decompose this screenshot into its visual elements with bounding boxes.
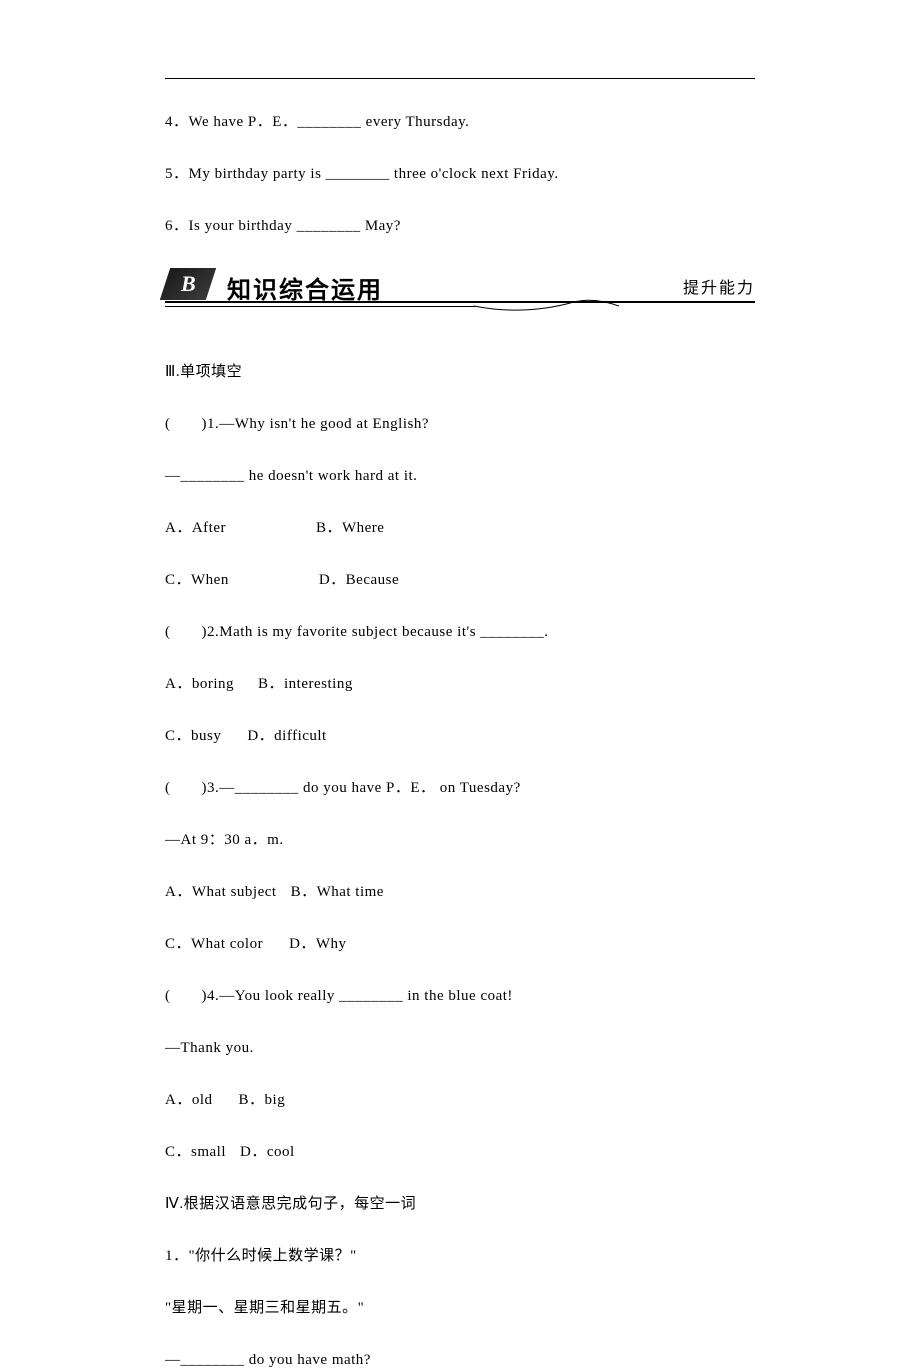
s3-q4-options-row1: A．old B．big	[165, 1088, 755, 1112]
s3-q1-cont: —________ he doesn't work hard at it.	[165, 464, 755, 488]
s3-q3-options-row2: C．What color D．Why	[165, 932, 755, 956]
s3-q4-cont: —Thank you.	[165, 1036, 755, 1060]
s3-q4-optD: D．cool	[240, 1144, 295, 1160]
s3-q2-stem: ( )2.Math is my favorite subject because…	[165, 620, 755, 644]
banner-title: 知识综合运用	[227, 270, 383, 305]
s3-q1-options-row2: C．When D．Because	[165, 568, 755, 592]
banner-line-thin	[165, 306, 475, 307]
s3-q1-optA: A．After	[165, 520, 226, 536]
s3-q1-stem: ( )1.—Why isn't he good at English?	[165, 412, 755, 436]
s3-q4-optA: A．old	[165, 1092, 213, 1108]
banner-curve-icon	[474, 298, 619, 316]
banner-subtitle: 提升能力	[683, 274, 755, 298]
s3-q4-stem: ( )4.—You look really ________ in the bl…	[165, 984, 755, 1008]
s3-q1-optB: B．Where	[316, 520, 384, 536]
s3-q2-optA: A．boring	[165, 676, 234, 692]
s3-q3-cont: —At 9：30 a．m.	[165, 828, 755, 852]
s3-q3-optD: D．Why	[289, 936, 347, 952]
s4-q1-cn1: 1．"你什么时候上数学课？"	[165, 1244, 755, 1268]
banner-letter: B	[181, 271, 196, 297]
s3-q1-optC: C．When	[165, 572, 229, 588]
fill-question-6: 6．Is your birthday ________ May?	[165, 214, 755, 238]
s3-q4-optB: B．big	[239, 1092, 286, 1108]
s4-q1-en: —________ do you have math?	[165, 1348, 755, 1372]
s3-q2-options-row2: C．busy D．difficult	[165, 724, 755, 748]
s3-q4-optC: C．small	[165, 1144, 226, 1160]
section4-heading: Ⅳ.根据汉语意思完成句子，每空一词	[165, 1192, 755, 1216]
s3-q3-stem: ( )3.—________ do you have P．E． on Tuesd…	[165, 776, 755, 800]
fill-question-5: 5．My birthday party is ________ three o'…	[165, 162, 755, 186]
s3-q2-optC: C．busy	[165, 728, 221, 744]
banner-line-thick	[165, 301, 755, 303]
s4-q1-cn2: "星期一、星期三和星期五。"	[165, 1296, 755, 1320]
section-banner: B 知识综合运用 提升能力	[165, 268, 755, 312]
s3-q3-optC: C．What color	[165, 936, 263, 952]
s3-q2-options-row1: A．boring B．interesting	[165, 672, 755, 696]
s3-q2-optB: B．interesting	[258, 676, 353, 692]
fill-question-4: 4．We have P．E．________ every Thursday.	[165, 110, 755, 134]
s3-q3-optB: B．What time	[291, 884, 384, 900]
banner-b-badge: B	[160, 268, 216, 300]
top-horizontal-rule	[165, 78, 755, 79]
s3-q1-optD: D．Because	[319, 572, 399, 588]
s3-q3-options-row1: A．What subject B．What time	[165, 880, 755, 904]
s3-q1-options-row1: A．After B．Where	[165, 516, 755, 540]
section3-heading: Ⅲ.单项填空	[165, 360, 755, 384]
s3-q2-optD: D．difficult	[247, 728, 326, 744]
s3-q3-optA: A．What subject	[165, 884, 277, 900]
s3-q4-options-row2: C．small D．cool	[165, 1140, 755, 1164]
